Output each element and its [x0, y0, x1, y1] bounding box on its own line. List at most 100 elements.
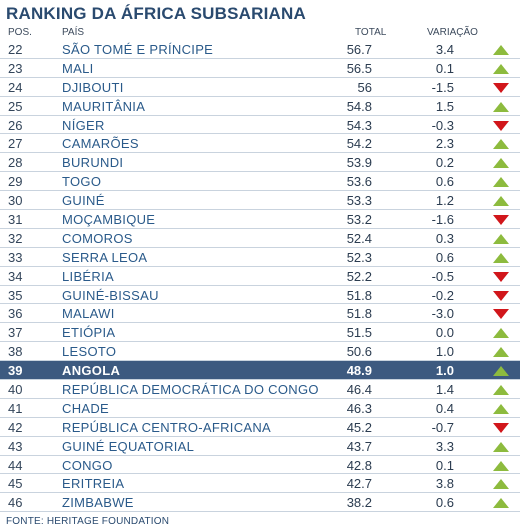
arrow-up-icon [493, 252, 509, 263]
table-row: 44 CONGO 42.8 0.1 [0, 456, 520, 475]
cell-total: 53.3 [346, 193, 372, 209]
arrow-up-icon [493, 385, 509, 396]
cell-pais: ETIÓPIA [62, 325, 116, 341]
arrow-down-icon [493, 215, 509, 226]
arrow-up-icon [493, 366, 509, 377]
cell-total: 51.5 [346, 325, 372, 341]
cell-pais: DJIBOUTI [62, 79, 124, 95]
arrow-up-icon [493, 63, 509, 74]
cell-variacao: 0.6 [435, 174, 454, 190]
triangle-up-icon [493, 45, 509, 55]
table-row: 24 DJIBOUTI 56 -1.5 [0, 78, 520, 97]
cell-pos: 36 [8, 306, 23, 322]
table-row: 22 SÃO TOMÉ E PRÍNCIPE 56.7 3.4 [0, 40, 520, 59]
cell-total: 42.8 [346, 457, 372, 473]
arrow-up-icon [493, 441, 509, 452]
triangle-up-icon [493, 328, 509, 339]
cell-pos: 24 [8, 79, 23, 95]
cell-pais: MALI [62, 60, 94, 76]
cell-pos: 44 [8, 457, 23, 473]
cell-pos: 39 [8, 363, 23, 379]
triangle-up-icon [493, 460, 509, 471]
source-footer: FONTE: HERITAGE FOUNDATION [6, 516, 170, 527]
table-row: 36 MALAWI 51.8 -3.0 [0, 304, 520, 324]
arrow-up-icon [493, 347, 509, 358]
table-row: 35 GUINÉ-BISSAU 51.8 -0.2 [0, 286, 520, 305]
table-row: 34 LIBÉRIA 52.2 -0.5 [0, 267, 520, 286]
cell-variacao: 0.1 [435, 60, 454, 76]
arrow-down-icon [493, 82, 509, 93]
cell-pos: 37 [8, 325, 23, 341]
triangle-up-icon [493, 403, 509, 414]
triangle-up-icon [493, 347, 509, 358]
arrow-up-icon [493, 177, 509, 188]
triangle-up-icon [493, 385, 509, 396]
triangle-up-icon [493, 233, 509, 244]
table-row: 37 ETIÓPIA 51.5 0.0 [0, 323, 520, 343]
cell-pais: ERITREIA [62, 476, 125, 492]
cell-variacao: 0.6 [435, 495, 454, 511]
cell-variacao: 0.0 [435, 325, 454, 341]
cell-total: 48.9 [346, 363, 372, 379]
cell-pais: GUINÉ-BISSAU [62, 287, 159, 303]
cell-variacao: -3.0 [431, 306, 454, 322]
triangle-up-icon [493, 158, 509, 169]
cell-variacao: 3.3 [435, 438, 454, 454]
arrow-up-icon [493, 158, 509, 169]
triangle-up-icon [493, 139, 509, 150]
arrow-up-icon [493, 328, 509, 339]
arrow-down-icon [493, 422, 509, 433]
cell-pos: 46 [8, 495, 23, 511]
cell-pos: 30 [8, 193, 23, 209]
cell-pos: 35 [8, 287, 23, 303]
cell-pos: 26 [8, 117, 23, 133]
cell-variacao: 1.4 [435, 382, 454, 398]
cell-pais: NÍGER [62, 117, 105, 133]
arrow-up-icon [493, 460, 509, 471]
table-row: 28 BURUNDI 53.9 0.2 [0, 153, 520, 173]
cell-pais: TOGO [62, 174, 102, 190]
cell-variacao: -0.2 [431, 287, 454, 303]
triangle-up-icon [493, 63, 509, 74]
cell-total: 56.7 [346, 42, 372, 57]
cell-pais: COMOROS [62, 230, 133, 246]
table-row: 39 ANGOLA 48.9 1.0 [0, 361, 520, 381]
cell-variacao: -0.7 [431, 419, 454, 435]
arrow-up-icon [493, 45, 509, 55]
cell-pos: 34 [8, 268, 23, 284]
table-row: 25 MAURITÂNIA 54.8 1.5 [0, 97, 520, 116]
triangle-up-icon [493, 101, 509, 112]
arrow-up-icon [493, 196, 509, 207]
cell-total: 51.8 [346, 287, 372, 303]
cell-pais: SÃO TOMÉ E PRÍNCIPE [62, 42, 214, 57]
arrow-up-icon [493, 139, 509, 150]
triangle-down-icon [493, 422, 509, 433]
cell-pos: 22 [8, 42, 23, 57]
table-row: 26 NÍGER 54.3 -0.3 [0, 116, 520, 135]
cell-total: 52.4 [346, 230, 372, 246]
arrow-down-icon [493, 309, 509, 320]
cell-pais: SERRA LEOA [62, 249, 148, 265]
cell-pos: 32 [8, 230, 23, 246]
cell-pais: LIBÉRIA [62, 268, 114, 284]
cell-pais: MOÇAMBIQUE [62, 212, 156, 228]
triangle-up-icon [493, 479, 509, 490]
cell-total: 53.9 [346, 155, 372, 171]
cell-variacao: 2.3 [435, 136, 454, 152]
triangle-down-icon [493, 271, 509, 282]
cell-pos: 27 [8, 136, 23, 152]
cell-pais: CAMARÕES [62, 136, 139, 152]
table-row: 40 REPÚBLICA DEMOCRÁTICA DO CONGO 46.4 1.4 [0, 380, 520, 399]
cell-total: 50.6 [346, 344, 372, 360]
header-variacao: VARIAÇÃO [427, 27, 478, 38]
cell-pos: 23 [8, 60, 23, 76]
triangle-up-icon [493, 366, 509, 377]
cell-variacao: 0.6 [435, 249, 454, 265]
triangle-up-icon [493, 498, 509, 509]
table-header: POS. PAÍS TOTAL VARIAÇÃO [0, 24, 520, 40]
cell-total: 45.2 [346, 419, 372, 435]
cell-total: 54.2 [346, 136, 372, 152]
cell-pos: 25 [8, 98, 23, 114]
triangle-down-icon [493, 215, 509, 226]
cell-pais: REPÚBLICA DEMOCRÁTICA DO CONGO [62, 382, 319, 398]
